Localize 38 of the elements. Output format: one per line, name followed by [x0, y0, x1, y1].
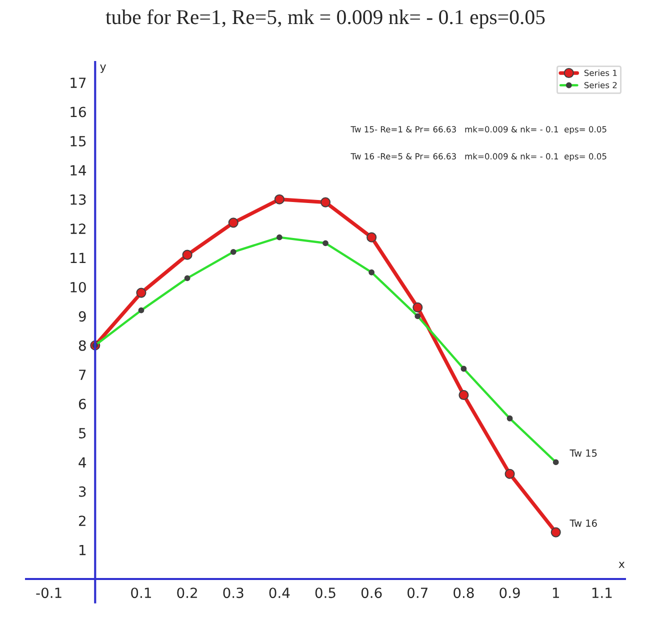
x-tick-label: 1.1: [592, 588, 612, 598]
y-tick-label: 17: [70, 78, 86, 88]
y-tick-label: 1: [80, 544, 86, 556]
x-tick-label: 1: [552, 588, 559, 598]
y-tick-label: 13: [70, 194, 86, 205]
chart-title: tube for Re=1, Re=5, mk = 0.009 nk= - 0.1 eps=0.05: [106, 9, 545, 28]
x-tick-label: 0.7: [408, 588, 428, 598]
x-tick-label: 0.4: [269, 588, 290, 598]
y-tick-label: 10: [70, 282, 86, 292]
annotation: Tw 16: [570, 520, 597, 527]
x-tick-label: 0.9: [500, 588, 520, 598]
x-axis-title: x: [618, 562, 625, 568]
y-tick-label: 14: [70, 165, 86, 176]
y-tick-label: 9: [78, 311, 86, 322]
annotation: Tw 16 -Re=5 & Pr= 66.63 mk=0.009 & nk= - 0.1 eps= 0.05: [350, 153, 606, 162]
annotation: Tw 15- Re=1 & Pr= 66.63 mk=0.009 & nk= - 0.1 eps= 0.05: [350, 126, 606, 134]
x-tick-label: 0.5: [315, 588, 336, 598]
x-tick-label: -0.1: [36, 588, 62, 598]
y-tick-label: 11: [70, 252, 86, 264]
y-tick-label: 5: [79, 428, 86, 438]
x-tick-label: 0.3: [223, 588, 244, 598]
legend-label: Series 2: [584, 82, 617, 88]
y-tick-label: 3: [79, 486, 86, 497]
y-tick-label: 4: [78, 457, 86, 468]
legend-label: Series 1: [584, 70, 617, 76]
annotation: Tw 15: [570, 450, 597, 457]
x-tick-label: 0.8: [454, 588, 474, 598]
y-tick-label: 8: [78, 340, 86, 351]
y-axis-title: y: [100, 64, 106, 73]
x-tick-label: 0.1: [131, 588, 151, 598]
x-tick-label: 0.6: [361, 588, 382, 598]
y-tick-label: 16: [70, 106, 86, 118]
y-tick-label: 12: [70, 224, 86, 234]
x-tick-label: 0.2: [177, 588, 197, 598]
y-tick-label: 15: [70, 136, 86, 146]
y-tick-label: 2: [78, 516, 86, 526]
y-tick-label: 7: [79, 370, 86, 380]
y-tick-label: 6: [78, 398, 86, 410]
